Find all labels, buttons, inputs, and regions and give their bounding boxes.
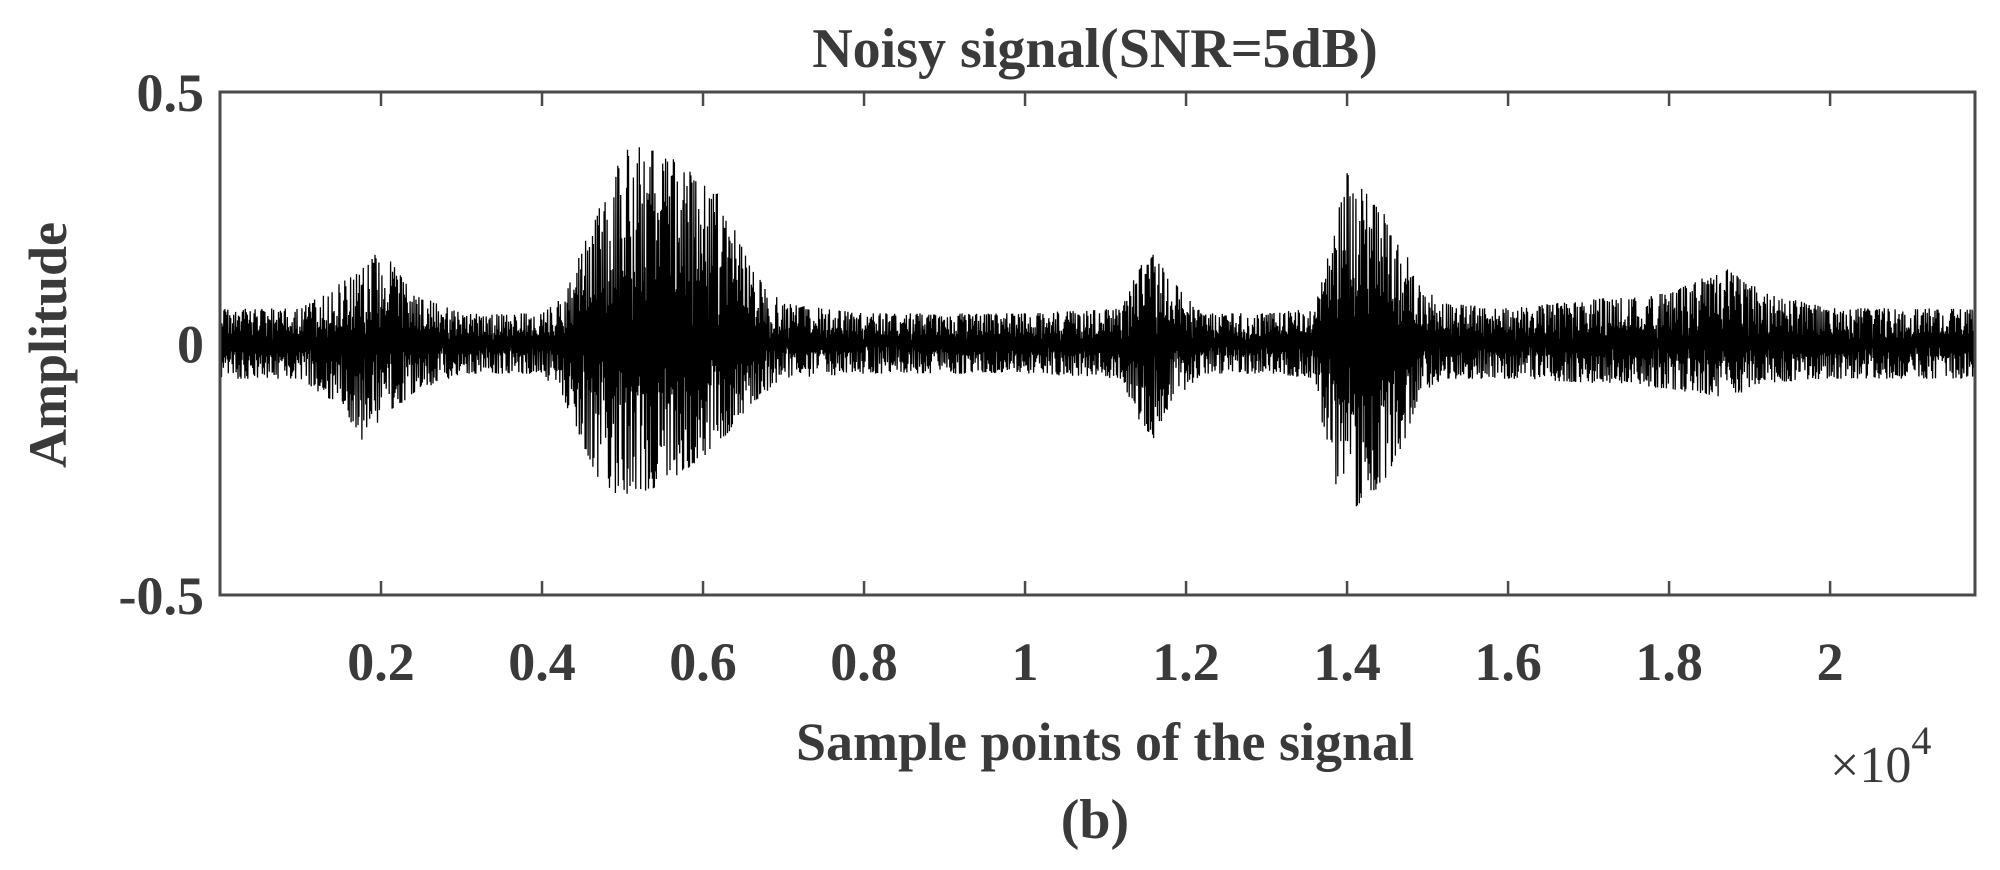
figure-caption: (b) (1061, 789, 1129, 851)
chart-title: Noisy signal(SNR=5dB) (812, 18, 1378, 80)
x-tick-label: 1.4 (1313, 632, 1381, 692)
x-axis-multiplier: ×104 (1830, 718, 1931, 794)
x-tick-label: 0.6 (669, 632, 737, 692)
x-tick-labels: 0.2 0.4 0.6 0.8 1 1.2 1.4 1.6 1.8 2 (347, 632, 1843, 692)
x-tick-label: 1.2 (1152, 632, 1220, 692)
x-tick-label: 2 (1817, 632, 1844, 692)
signal-trace (219, 147, 1976, 507)
y-tick-label: 0 (177, 315, 204, 375)
x-tick-label: 1 (1012, 632, 1039, 692)
y-tick-labels: -0.5 0 0.5 (119, 63, 204, 626)
x-tick-label: 1.6 (1474, 632, 1542, 692)
x-axis-multiplier-base: ×10 (1830, 737, 1911, 794)
y-axis-label: Amplitude (18, 222, 78, 468)
x-tick-label: 0.8 (830, 632, 898, 692)
x-tick-label: 0.2 (347, 632, 415, 692)
x-axis-label: Sample points of the signal (796, 712, 1414, 772)
plot-frame (218, 90, 1977, 597)
y-tick-label: 0.5 (137, 63, 205, 123)
x-tick-label: 0.4 (508, 632, 576, 692)
x-axis-multiplier-exponent: 4 (1911, 718, 1931, 763)
y-tick-label: -0.5 (119, 566, 204, 626)
x-tick-label: 1.8 (1635, 632, 1703, 692)
